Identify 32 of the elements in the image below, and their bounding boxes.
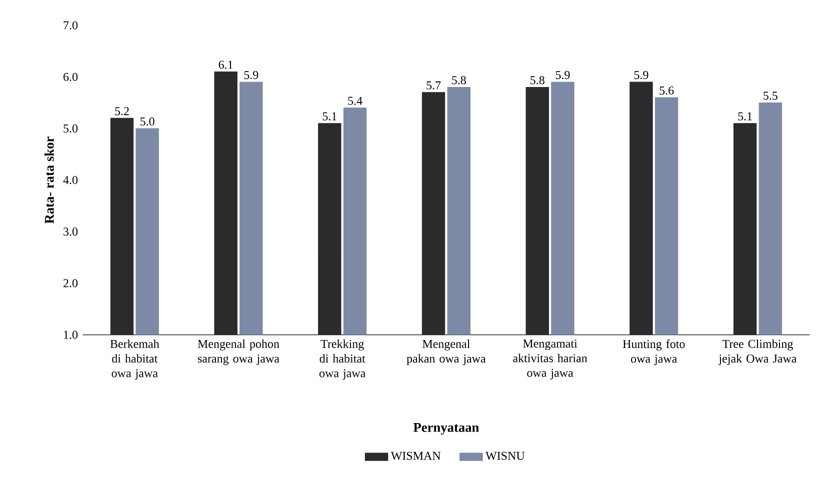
data-label: 5.2 (115, 107, 129, 116)
y-tick-label: 7.0 (64, 21, 78, 30)
data-label: 5.1 (322, 112, 336, 120)
data-label: 5.8 (530, 76, 544, 84)
x-tick-label: Tree Climbing jejak Owa Jawa (718, 339, 797, 365)
y-axis-title: Rata- rata skor (44, 136, 54, 224)
x-tick-label: Mengenal pohon sarang owa jawa (198, 339, 280, 366)
data-label: 5.6 (660, 86, 674, 95)
data-label: 5.9 (556, 70, 570, 80)
y-tick-label: 2.0 (64, 279, 78, 288)
x-tick-label: Trekking di habitat owa jawa (319, 339, 366, 380)
data-label: 5.9 (244, 70, 258, 80)
y-tick-label: 6.0 (64, 72, 78, 81)
data-label: 5.7 (426, 81, 441, 90)
x-tick-label: Hunting foto owa jawa (622, 339, 685, 366)
data-label: 5.8 (452, 76, 466, 84)
data-label: 5.5 (764, 92, 778, 100)
legend-label: WISNU (486, 452, 525, 460)
legend-label: WISMAN (390, 452, 441, 460)
y-tick-label: 1.0 (64, 330, 78, 339)
data-label: 5.9 (634, 70, 648, 80)
data-label: 6.1 (218, 60, 233, 69)
y-tick-label: 3.0 (64, 227, 78, 236)
x-tick-label: Berkemah di habitat owa jawa (110, 339, 160, 380)
data-label: 5.4 (348, 96, 362, 105)
x-axis-title: Pernyataan (413, 422, 479, 435)
x-tick-label: Mengenal pakan owa jawa (406, 339, 486, 365)
x-tick-label: Mengamati aktivitas harian owa jawa (513, 339, 588, 380)
data-label: 5.0 (140, 117, 154, 126)
y-tick-label: 4.0 (63, 176, 78, 184)
data-label: 5.1 (738, 112, 752, 120)
y-tick-label: 5.0 (64, 124, 78, 132)
